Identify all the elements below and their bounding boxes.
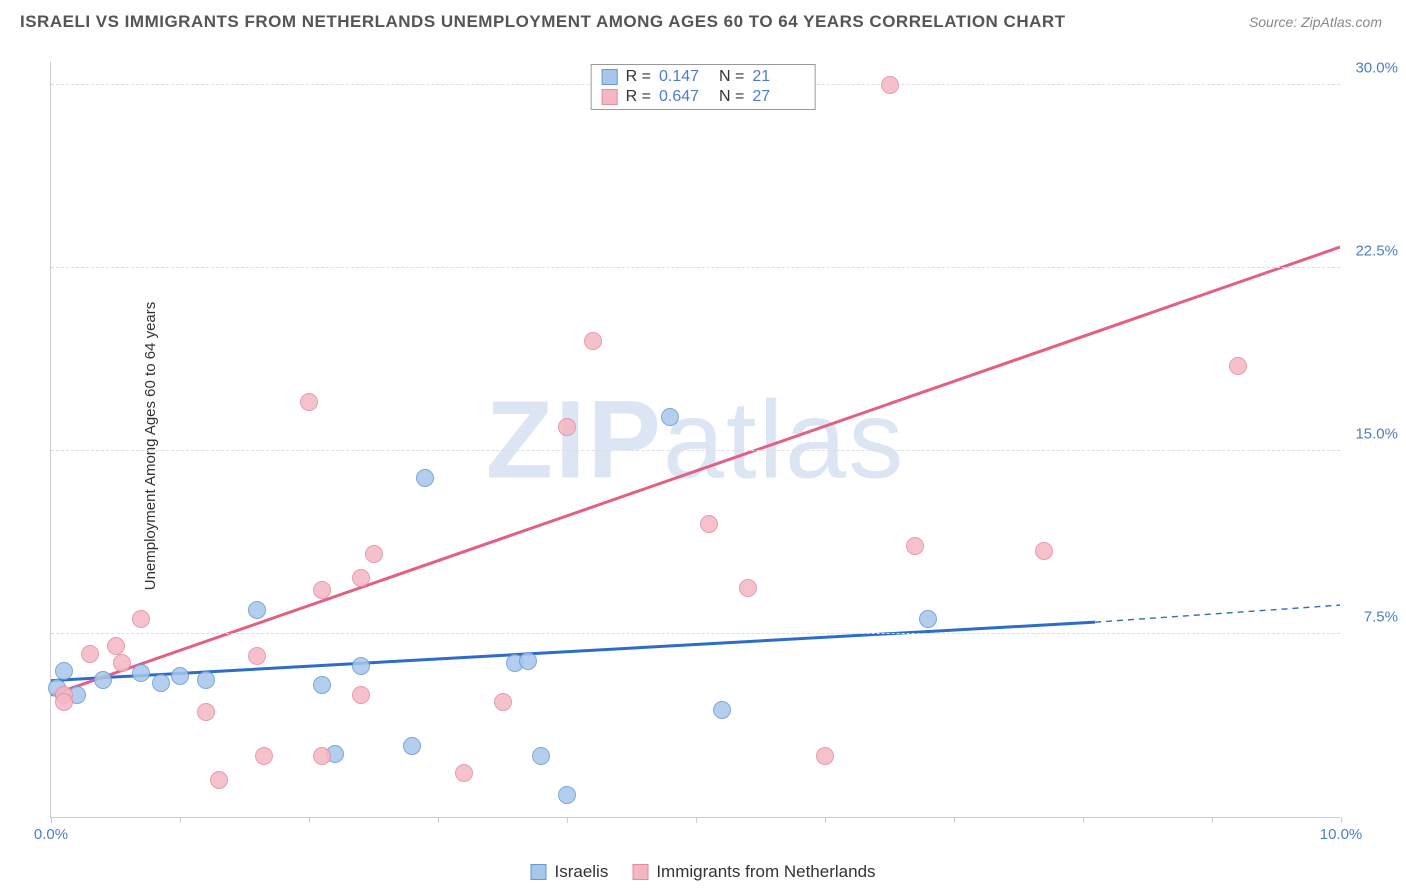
data-point (81, 645, 99, 663)
gridline (51, 633, 1340, 634)
r-value: 0.647 (659, 88, 711, 106)
data-point (152, 674, 170, 692)
data-point (107, 637, 125, 655)
data-point (403, 737, 421, 755)
data-point (352, 686, 370, 704)
data-point (313, 747, 331, 765)
r-value: 0.147 (659, 68, 711, 86)
trend-lines (51, 62, 1340, 817)
x-tick-mark (567, 817, 568, 823)
data-point (816, 747, 834, 765)
gridline (51, 267, 1340, 268)
data-point (113, 654, 131, 672)
x-tick-label: 10.0% (1320, 826, 1363, 843)
data-point (248, 601, 266, 619)
data-point (94, 671, 112, 689)
legend-swatch (530, 864, 546, 880)
data-point (584, 332, 602, 350)
data-point (1229, 357, 1247, 375)
x-tick-mark (825, 817, 826, 823)
data-point (494, 693, 512, 711)
data-point (132, 610, 150, 628)
legend-item: Israelis (530, 862, 608, 882)
data-point (248, 647, 266, 665)
data-point (210, 771, 228, 789)
data-point (300, 393, 318, 411)
stats-legend-row: R = 0.147 N = 21 (602, 67, 805, 87)
legend-swatch (602, 69, 618, 85)
series-legend: Israelis Immigrants from Netherlands (530, 862, 875, 882)
n-value: 27 (752, 88, 804, 106)
legend-swatch (602, 89, 618, 105)
y-tick-label: 22.5% (1355, 243, 1398, 260)
data-point (558, 418, 576, 436)
data-point (352, 657, 370, 675)
chart-title: ISRAELI VS IMMIGRANTS FROM NETHERLANDS U… (20, 12, 1066, 32)
chart-container: ISRAELI VS IMMIGRANTS FROM NETHERLANDS U… (0, 0, 1406, 892)
series-name: Israelis (554, 862, 608, 882)
n-value: 21 (752, 68, 804, 86)
plot-area: ZIPatlas 7.5%15.0%22.5%30.0%0.0%10.0% (50, 62, 1340, 818)
data-point (1035, 542, 1053, 560)
data-point (197, 703, 215, 721)
data-point (197, 671, 215, 689)
x-tick-mark (51, 817, 52, 823)
data-point (919, 610, 937, 628)
series-name: Immigrants from Netherlands (656, 862, 875, 882)
data-point (519, 652, 537, 670)
data-point (739, 579, 757, 597)
data-point (455, 764, 473, 782)
x-tick-mark (180, 817, 181, 823)
y-tick-label: 7.5% (1364, 609, 1398, 626)
data-point (55, 693, 73, 711)
x-tick-label: 0.0% (34, 826, 68, 843)
y-tick-label: 15.0% (1355, 426, 1398, 443)
x-tick-mark (1083, 817, 1084, 823)
x-tick-mark (309, 817, 310, 823)
x-tick-mark (1212, 817, 1213, 823)
stat-label: N = (719, 68, 744, 86)
data-point (906, 537, 924, 555)
y-tick-label: 30.0% (1355, 60, 1398, 77)
stats-legend: R = 0.147 N = 21 R = 0.647 N = 27 (591, 64, 816, 110)
stat-label: R = (626, 68, 651, 86)
x-tick-mark (438, 817, 439, 823)
stats-legend-row: R = 0.647 N = 27 (602, 87, 805, 107)
x-tick-mark (954, 817, 955, 823)
legend-item: Immigrants from Netherlands (632, 862, 875, 882)
x-tick-mark (1341, 817, 1342, 823)
data-point (713, 701, 731, 719)
data-point (700, 515, 718, 533)
data-point (365, 545, 383, 563)
data-point (132, 664, 150, 682)
data-point (313, 676, 331, 694)
data-point (313, 581, 331, 599)
data-point (255, 747, 273, 765)
data-point (532, 747, 550, 765)
gridline (51, 450, 1340, 451)
source-label: Source: ZipAtlas.com (1249, 14, 1382, 30)
data-point (352, 569, 370, 587)
stat-label: R = (626, 88, 651, 106)
legend-swatch (632, 864, 648, 880)
x-tick-mark (696, 817, 697, 823)
data-point (881, 76, 899, 94)
data-point (661, 408, 679, 426)
watermark: ZIPatlas (486, 376, 905, 503)
data-point (55, 662, 73, 680)
data-point (416, 469, 434, 487)
data-point (558, 786, 576, 804)
stat-label: N = (719, 88, 744, 106)
data-point (171, 667, 189, 685)
